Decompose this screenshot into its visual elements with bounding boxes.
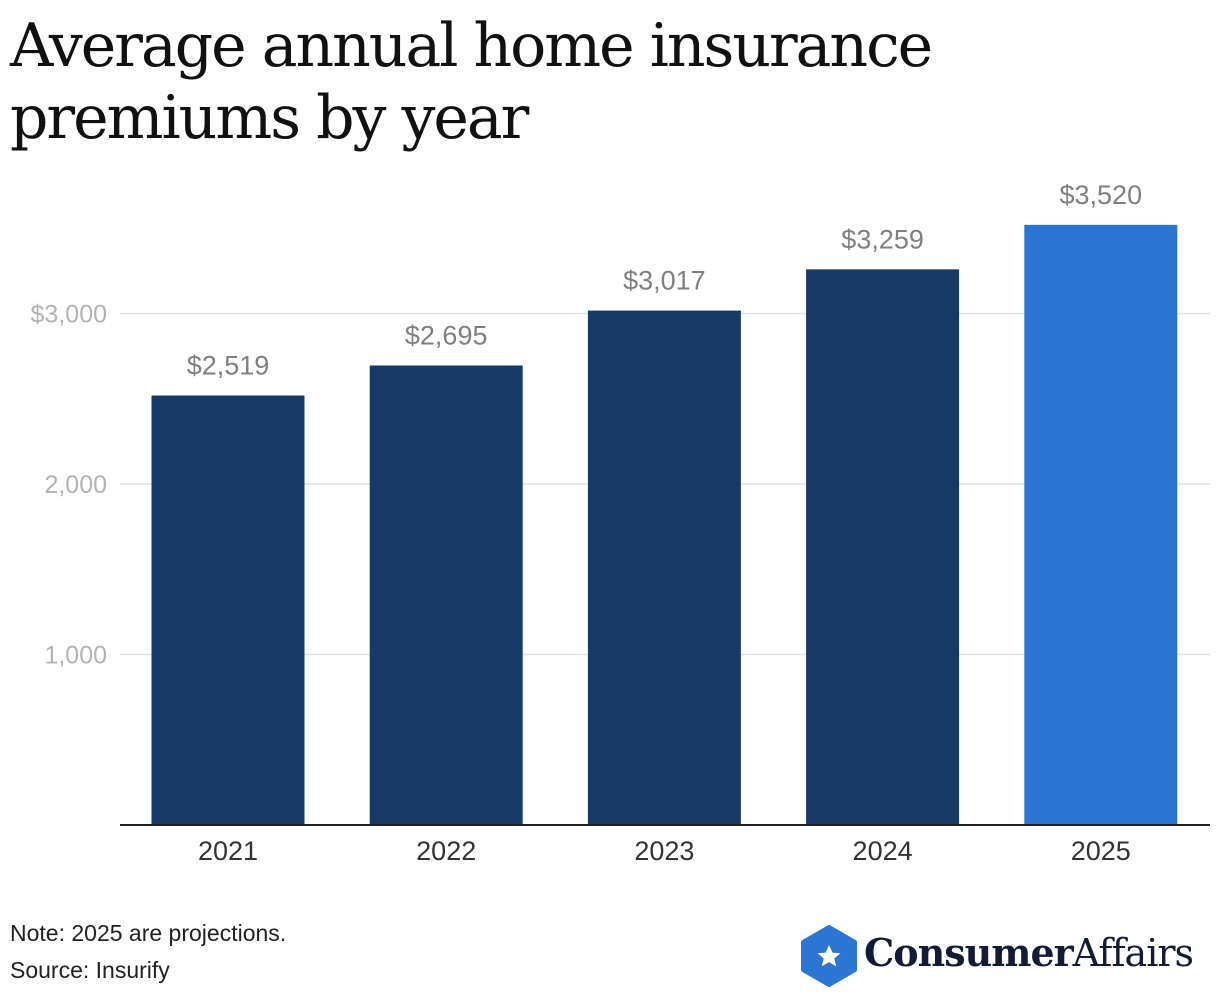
bar-2023 — [587, 310, 741, 825]
x-tick-label-2022: 2022 — [416, 836, 476, 866]
value-labels: $2,519 $2,695 $3,017 $3,259 $3,520 — [187, 180, 1142, 381]
y-axis-ticks: 1,000 2,000 $3,000 — [31, 301, 107, 670]
x-tick-label-2025: 2025 — [1071, 836, 1131, 866]
footnote: Note: 2025 are projections. — [10, 920, 287, 946]
x-axis-labels: 2021 2022 2023 2024 2025 — [198, 836, 1131, 866]
bar-2021 — [151, 395, 305, 825]
bars — [151, 224, 1178, 826]
value-label-2021: $2,519 — [187, 351, 270, 381]
consumeraffairs-logo: ConsumerAffairs — [800, 924, 1215, 988]
y-tick-label: $3,000 — [31, 301, 107, 329]
value-label-2024: $3,259 — [841, 224, 924, 254]
x-tick-label-2021: 2021 — [198, 836, 258, 866]
x-tick-label-2023: 2023 — [634, 836, 694, 866]
logo-wordmark: ConsumerAffairs — [864, 930, 1194, 975]
value-label-2022: $2,695 — [405, 321, 488, 351]
bar-2025 — [1024, 224, 1178, 826]
chart-title: Average annual home insurance premiums b… — [10, 11, 933, 153]
value-label-2025: $3,520 — [1060, 180, 1143, 210]
y-tick-label: 1,000 — [44, 642, 107, 670]
x-tick-label-2024: 2024 — [853, 836, 913, 866]
bar-2024 — [806, 269, 960, 825]
source-note: Source: Insurify — [10, 957, 170, 983]
value-label-2023: $3,017 — [623, 266, 706, 296]
bar-chart: 1,000 2,000 $3,000 $2,519 $2,695 $3,017 $3,25… — [31, 180, 1210, 866]
logo-brand-bold: Consumer — [864, 930, 1074, 975]
y-tick-label: 2,000 — [44, 471, 107, 499]
logo-brand-light: Affairs — [1072, 931, 1194, 975]
star-hexagon-icon — [801, 925, 857, 987]
bar-2022 — [369, 365, 523, 825]
